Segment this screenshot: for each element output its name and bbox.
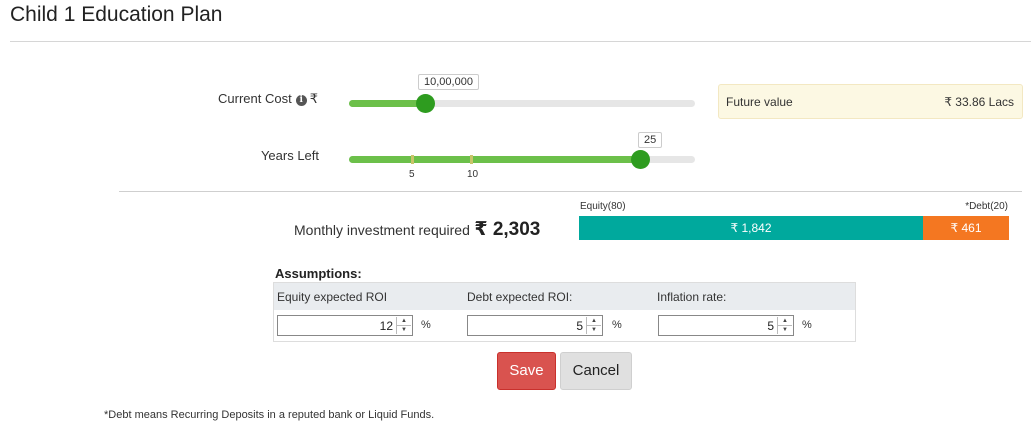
save-button[interactable]: Save	[497, 352, 556, 390]
inflation-rate-value: 5	[767, 319, 774, 333]
tick-label-10: 10	[467, 169, 479, 180]
years-left-slider-handle[interactable]	[630, 150, 650, 169]
spin-up-icon[interactable]: ▲	[397, 317, 411, 326]
equity-segment: ₹ 1,842	[579, 216, 923, 240]
section-divider	[119, 191, 1022, 192]
tick-mark-5	[411, 155, 414, 164]
equity-roi-spinner[interactable]: ▲ ▼	[396, 317, 411, 334]
debt-percent-sign: %	[612, 319, 622, 331]
current-cost-label: Current Cost	[218, 91, 292, 106]
inflation-percent-sign: %	[802, 319, 812, 331]
tick-label-5: 5	[409, 169, 415, 180]
current-cost-slider[interactable]	[349, 94, 695, 113]
assumptions-title: Assumptions:	[275, 266, 362, 281]
tick-mark-10	[470, 155, 473, 164]
future-value-label: Future value	[726, 95, 793, 109]
inflation-rate-spinner[interactable]: ▲ ▼	[777, 317, 792, 334]
current-cost-label-group: Current Cost i ₹	[150, 91, 318, 107]
years-left-label: Years Left	[260, 148, 319, 163]
future-value-box: Future value ₹ 33.86 Lacs	[718, 84, 1023, 119]
monthly-investment: Monthly investment required ₹ 2,303	[294, 218, 540, 241]
debt-roi-value: 5	[576, 319, 583, 333]
debt-roi-label: Debt expected ROI:	[467, 290, 573, 304]
current-cost-slider-fill	[349, 100, 426, 107]
future-value-amount: ₹ 33.86 Lacs	[944, 95, 1014, 109]
years-left-slider[interactable]	[349, 150, 695, 169]
equity-roi-value: 12	[379, 319, 393, 333]
assumptions-table: Equity expected ROI Debt expected ROI: I…	[273, 282, 856, 342]
inflation-rate-input[interactable]: 5 ▲ ▼	[658, 315, 794, 336]
debt-roi-spinner[interactable]: ▲ ▼	[586, 317, 601, 334]
monthly-investment-amount: ₹ 2,303	[474, 219, 541, 240]
spin-up-icon[interactable]: ▲	[587, 317, 601, 326]
inflation-rate-label: Inflation rate:	[657, 290, 727, 304]
spin-down-icon[interactable]: ▼	[401, 327, 407, 333]
equity-caption: Equity(80)	[580, 201, 626, 212]
spin-up-icon[interactable]: ▲	[778, 317, 792, 326]
years-left-slider-fill	[349, 156, 640, 163]
debt-caption: *Debt(20)	[965, 201, 1008, 212]
monthly-investment-label: Monthly investment required	[294, 222, 470, 238]
allocation-bar: ₹ 1,842 ₹ 461	[579, 216, 1009, 240]
years-left-value-tooltip: 25	[638, 132, 663, 148]
rupee-symbol: ₹	[309, 91, 318, 106]
debt-segment: ₹ 461	[923, 216, 1009, 240]
debt-footnote: *Debt means Recurring Deposits in a repu…	[104, 409, 435, 421]
current-cost-value-tooltip: 10,00,000	[418, 74, 479, 90]
title-divider	[10, 41, 1031, 42]
debt-roi-input[interactable]: 5 ▲ ▼	[467, 315, 603, 336]
cancel-button[interactable]: Cancel	[560, 352, 632, 390]
equity-roi-label: Equity expected ROI	[277, 290, 388, 304]
equity-roi-input[interactable]: 12 ▲ ▼	[277, 315, 413, 336]
spin-down-icon[interactable]: ▼	[782, 327, 788, 333]
equity-percent-sign: %	[421, 319, 431, 331]
page-title: Child 1 Education Plan	[10, 3, 223, 26]
assumptions-header: Equity expected ROI Debt expected ROI: I…	[274, 283, 855, 310]
spin-down-icon[interactable]: ▼	[591, 327, 597, 333]
info-icon[interactable]: i	[295, 95, 307, 106]
current-cost-slider-handle[interactable]	[416, 94, 436, 113]
